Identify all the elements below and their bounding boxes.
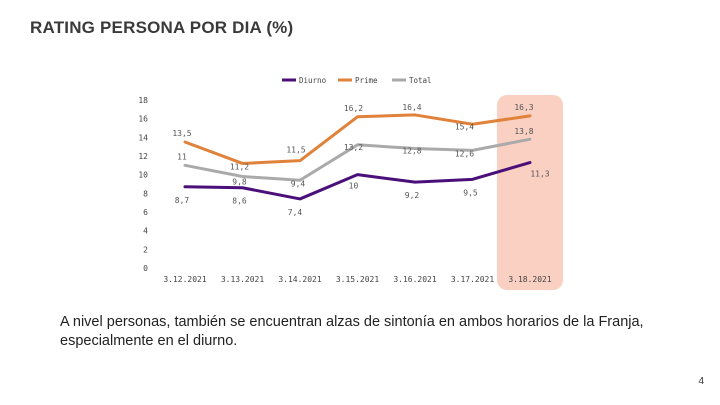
y-axis: 0 2 4 6 8 10 12 14 16 18 bbox=[138, 96, 148, 273]
data-label-diurno: 8,6 bbox=[232, 197, 247, 206]
highlight-band bbox=[497, 95, 563, 290]
y-tick-label: 10 bbox=[138, 171, 148, 180]
legend-label: Diurno bbox=[299, 76, 327, 85]
data-label-total: 13,2 bbox=[344, 143, 363, 152]
y-tick-label: 12 bbox=[138, 152, 148, 161]
page-title: RATING PERSONA POR DIA (%) bbox=[30, 18, 294, 37]
data-label-prime: 16,4 bbox=[402, 103, 421, 112]
data-label-prime: 11,2 bbox=[230, 162, 249, 171]
y-tick-label: 2 bbox=[143, 245, 148, 254]
data-label-total: 9,8 bbox=[232, 178, 247, 187]
data-label-diurno: 9,5 bbox=[463, 188, 478, 197]
data-label-total: 12,8 bbox=[402, 147, 421, 156]
data-label-diurno: 11,3 bbox=[530, 170, 549, 179]
x-tick-label: 3.13.2021 bbox=[221, 275, 265, 284]
data-label-diurno: 8,7 bbox=[175, 196, 190, 205]
data-label-total: 9,4 bbox=[291, 179, 306, 188]
x-tick-label: 3.14.2021 bbox=[278, 275, 322, 284]
y-tick-label: 6 bbox=[143, 208, 148, 217]
legend-label: Prime bbox=[355, 76, 378, 85]
legend-label: Total bbox=[409, 76, 432, 85]
series-line-total bbox=[183, 137, 532, 182]
x-axis: 3.12.2021 3.13.2021 3.14.2021 3.15.2021 3.16… bbox=[163, 275, 552, 284]
series-line-prime bbox=[183, 113, 532, 165]
chart-legend: Diurno Prime Total bbox=[282, 76, 432, 85]
caption-text: A nivel personas, también se encuentran … bbox=[60, 314, 644, 349]
y-tick-label: 8 bbox=[143, 189, 148, 198]
data-label-diurno: 9,2 bbox=[405, 191, 420, 200]
data-label-total: 12,6 bbox=[455, 149, 474, 158]
data-label-prime: 13,5 bbox=[172, 129, 191, 138]
x-tick-label: 3.18.2021 bbox=[508, 275, 552, 284]
data-label-total: 11 bbox=[177, 152, 187, 161]
x-tick-label: 3.12.2021 bbox=[163, 275, 207, 284]
data-label-total: 13,8 bbox=[514, 127, 533, 136]
y-tick-label: 0 bbox=[143, 264, 148, 273]
data-label-prime: 11,5 bbox=[286, 146, 305, 155]
data-label-diurno: 10 bbox=[349, 182, 359, 191]
data-label-prime: 16,2 bbox=[344, 104, 363, 113]
data-label-prime: 16,3 bbox=[514, 103, 533, 112]
line-chart: Diurno Prime Total 0 2 4 6 8 10 12 14 16 18 3.12.20… bbox=[138, 76, 563, 290]
data-label-diurno: 7,4 bbox=[288, 208, 303, 217]
y-tick-label: 4 bbox=[143, 227, 148, 236]
y-tick-label: 18 bbox=[138, 96, 148, 105]
x-tick-label: 3.15.2021 bbox=[336, 275, 380, 284]
y-tick-label: 14 bbox=[138, 133, 148, 142]
page-number: 4 bbox=[698, 376, 704, 387]
x-tick-label: 3.17.2021 bbox=[451, 275, 495, 284]
x-tick-label: 3.16.2021 bbox=[393, 275, 437, 284]
series-line-diurno bbox=[183, 161, 532, 201]
data-label-prime: 15,4 bbox=[455, 122, 474, 131]
y-tick-label: 16 bbox=[138, 115, 148, 124]
